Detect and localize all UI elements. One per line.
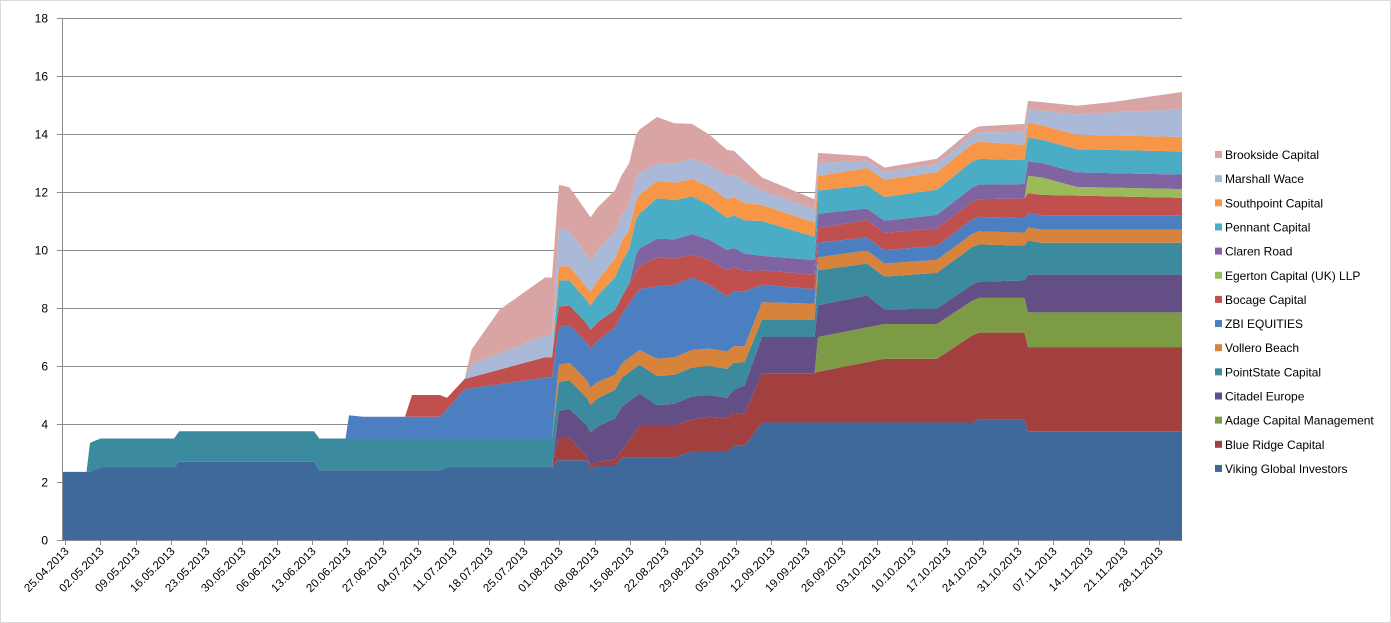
legend-swatch (1215, 199, 1222, 207)
legend-entry: Vollero Beach (1215, 341, 1299, 355)
legend-swatch (1215, 151, 1222, 158)
legend-swatch (1215, 416, 1222, 424)
legend-entry: Adage Capital Management (1215, 414, 1374, 428)
y-tick-label: 2 (41, 476, 48, 490)
area-viking-global-investors (62, 419, 1182, 540)
legend: Brookside Capital Marshall Wace Southpoint… (1215, 148, 1374, 476)
area-series-layer (62, 91, 1182, 540)
legend-entry: Claren Road (1215, 245, 1292, 259)
area-blue-ridge-capital (62, 332, 1182, 472)
legend-entry: Marshall Wace (1215, 172, 1304, 186)
legend-label: Pennant Capital (1225, 220, 1310, 234)
area-pointstate-capital (62, 240, 1182, 472)
y-tick-label: 10 (35, 244, 49, 258)
legend-swatch (1215, 464, 1222, 472)
area-citadel-europe (62, 274, 1182, 472)
legend-entry: Blue Ridge Capital (1215, 438, 1324, 452)
legend-entry: PointState Capital (1215, 365, 1321, 379)
legend-swatch (1215, 175, 1222, 183)
legend-entry: Pennant Capital (1215, 220, 1310, 234)
legend-entry: Egerton Capital (UK) LLP (1215, 269, 1360, 283)
y-tick-label: 0 (41, 534, 48, 548)
legend-swatch (1215, 320, 1222, 328)
legend-entry: Citadel Europe (1215, 390, 1305, 404)
legend-entry: Brookside Capital (1215, 148, 1319, 162)
legend-swatch (1215, 440, 1222, 448)
area-adage-capital-management (62, 297, 1182, 472)
legend-label: PointState Capital (1225, 365, 1321, 379)
legend-swatch (1215, 271, 1222, 279)
legend-label: Vollero Beach (1225, 341, 1299, 355)
legend-entry: Bocage Capital (1215, 293, 1306, 307)
legend-swatch (1215, 368, 1222, 376)
legend-swatch (1215, 392, 1222, 400)
y-tick-label: 16 (35, 70, 49, 84)
legend-swatch (1215, 295, 1222, 303)
legend-label: Brookside Capital (1225, 148, 1319, 162)
legend-swatch (1215, 344, 1222, 352)
legend-label: Marshall Wace (1225, 172, 1304, 186)
y-tick-label: 4 (41, 418, 48, 432)
area-zbi-equities (62, 212, 1182, 472)
y-tick-label: 6 (41, 360, 48, 374)
legend-label: ZBI EQUITIES (1225, 317, 1303, 331)
legend-entry: Southpoint Capital (1215, 196, 1323, 210)
y-tick-label: 14 (35, 128, 49, 142)
legend-swatch (1215, 223, 1222, 231)
legend-label: Viking Global Investors (1225, 462, 1348, 476)
legend-entry: ZBI EQUITIES (1215, 317, 1303, 331)
legend-label: Southpoint Capital (1225, 196, 1323, 210)
legend-label: Claren Road (1225, 245, 1292, 259)
y-tick-label: 12 (35, 186, 49, 200)
legend-label: Citadel Europe (1225, 390, 1305, 404)
legend-label: Blue Ridge Capital (1225, 438, 1324, 452)
y-tick-label: 18 (35, 12, 49, 26)
y-tick-label: 8 (41, 302, 48, 316)
legend-swatch (1215, 247, 1222, 255)
legend-label: Bocage Capital (1225, 293, 1306, 307)
legend-label: Egerton Capital (UK) LLP (1225, 269, 1360, 283)
legend-label: Adage Capital Management (1225, 414, 1374, 428)
legend-entry: Viking Global Investors (1215, 462, 1348, 476)
